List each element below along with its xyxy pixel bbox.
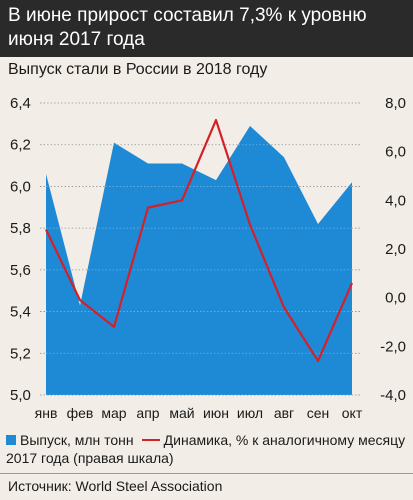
chart-title: Выпуск стали в России в 2018 году: [8, 61, 268, 78]
left-axis-ticks: 5,0 5,2 5,4 5,6 5,8 6,0 6,2 6,4: [10, 95, 31, 404]
right-tick-label: -4,0: [380, 387, 406, 404]
x-tick-label: июн: [203, 405, 229, 421]
x-axis-ticks: янв фев мар апр май июн июл авг сен окт: [35, 405, 363, 421]
left-tick-label: 5,8: [10, 220, 31, 237]
left-tick-label: 6,2: [10, 137, 31, 154]
x-tick-label: апр: [136, 405, 159, 421]
left-tick-label: 6,4: [10, 95, 31, 112]
left-tick-label: 5,2: [10, 345, 31, 362]
x-tick-label: окт: [342, 405, 363, 421]
chart-header: В июне прирост составил 7,3% к уровню ию…: [0, 0, 413, 57]
x-tick-label: янв: [35, 405, 58, 421]
legend-swatch-area: [6, 435, 16, 445]
legend: Выпуск, млн тонн Динамика, % к аналогично…: [6, 431, 410, 467]
source-text: Источник: World Steel Association: [8, 478, 223, 494]
right-tick-label: 8,0: [385, 95, 406, 112]
legend-line-label: Динамика, % к аналогичному месяцу 2017 г…: [6, 432, 406, 466]
legend-swatch-line: [141, 439, 160, 441]
x-tick-label: фев: [67, 405, 94, 421]
x-tick-label: июл: [237, 405, 263, 421]
right-tick-label: -2,0: [380, 338, 406, 355]
legend-area-label: Выпуск, млн тонн: [20, 432, 134, 448]
line-series-dynamics: [45, 118, 354, 363]
left-tick-label: 6,0: [10, 178, 31, 195]
source-footer: Источник: World Steel Association: [0, 473, 413, 500]
x-tick-label: авг: [274, 405, 294, 421]
x-tick-label: сен: [307, 405, 330, 421]
right-tick-label: 0,0: [385, 290, 406, 307]
right-tick-label: 2,0: [385, 241, 406, 258]
x-tick-label: мар: [101, 405, 126, 421]
right-tick-label: 4,0: [385, 192, 406, 209]
left-tick-label: 5,4: [10, 304, 31, 321]
right-tick-label: 6,0: [385, 144, 406, 161]
right-axis-ticks: -4,0 -2,0 0,0 2,0 4,0 6,0 8,0: [380, 95, 406, 404]
header-title: В июне прирост составил 7,3% к уровню ию…: [8, 5, 367, 50]
x-tick-label: май: [169, 405, 194, 421]
chart: 5,0 5,2 5,4 5,6 5,8 6,0 6,2 6,4 -4,0 -2,0 0,0 2,0 4…: [10, 95, 406, 421]
left-tick-label: 5,6: [10, 262, 31, 279]
area-series-output: [46, 125, 352, 395]
left-tick-label: 5,0: [10, 387, 31, 404]
